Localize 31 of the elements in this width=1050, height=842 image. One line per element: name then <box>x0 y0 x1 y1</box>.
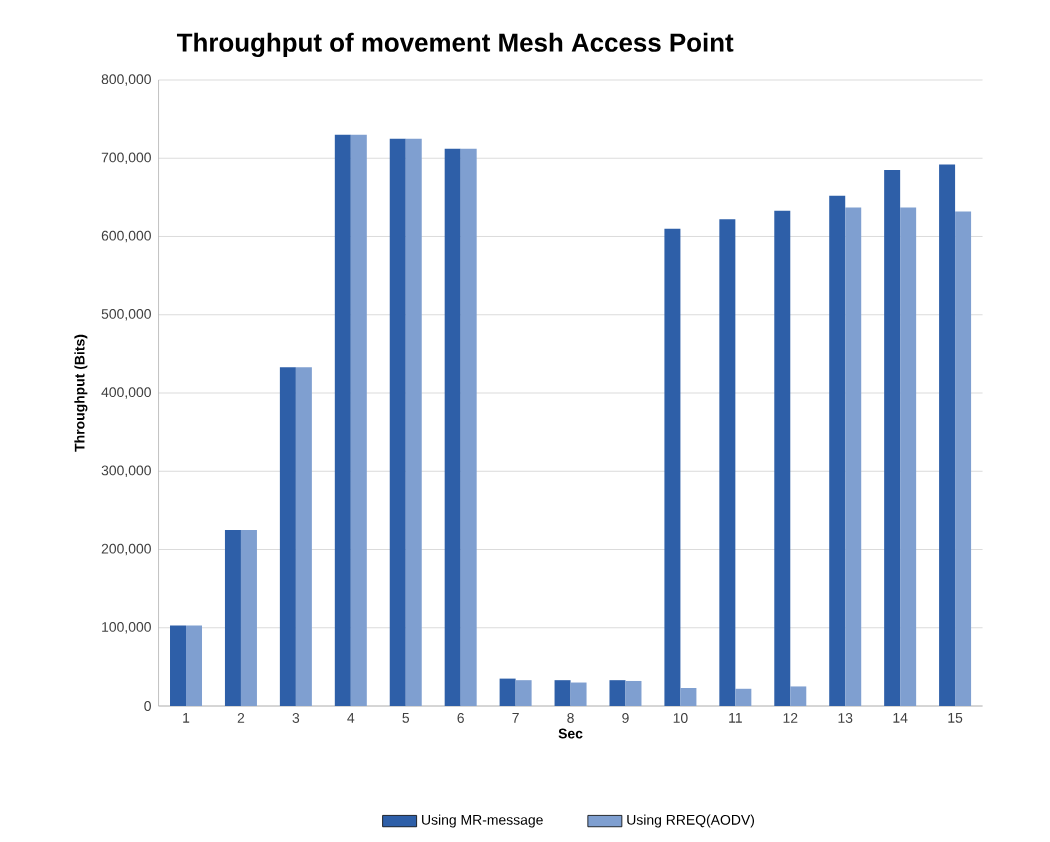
bar <box>829 195 846 706</box>
bar <box>774 210 791 706</box>
bar <box>240 529 257 706</box>
bar <box>570 682 587 706</box>
bar <box>444 148 461 706</box>
bar <box>350 134 367 706</box>
bar <box>170 625 187 706</box>
bar <box>939 164 956 706</box>
bar <box>845 207 862 706</box>
bar <box>955 211 972 706</box>
bar <box>405 138 422 706</box>
bar <box>719 219 736 706</box>
bar <box>295 367 312 706</box>
bar <box>790 686 807 706</box>
bar <box>389 138 406 706</box>
chart-title: Throughput of movement Mesh Access Point <box>176 32 734 58</box>
bar <box>625 680 642 706</box>
bar <box>554 680 571 706</box>
bar <box>900 207 917 706</box>
bar <box>499 678 516 706</box>
bar <box>279 367 296 706</box>
bar <box>735 688 752 706</box>
bar <box>515 680 532 706</box>
bar <box>334 134 351 706</box>
bar <box>664 228 681 706</box>
bar <box>224 529 241 706</box>
bar <box>609 680 626 706</box>
bar <box>884 169 901 706</box>
bar <box>186 625 203 706</box>
bar <box>680 688 697 706</box>
bar <box>460 148 477 706</box>
